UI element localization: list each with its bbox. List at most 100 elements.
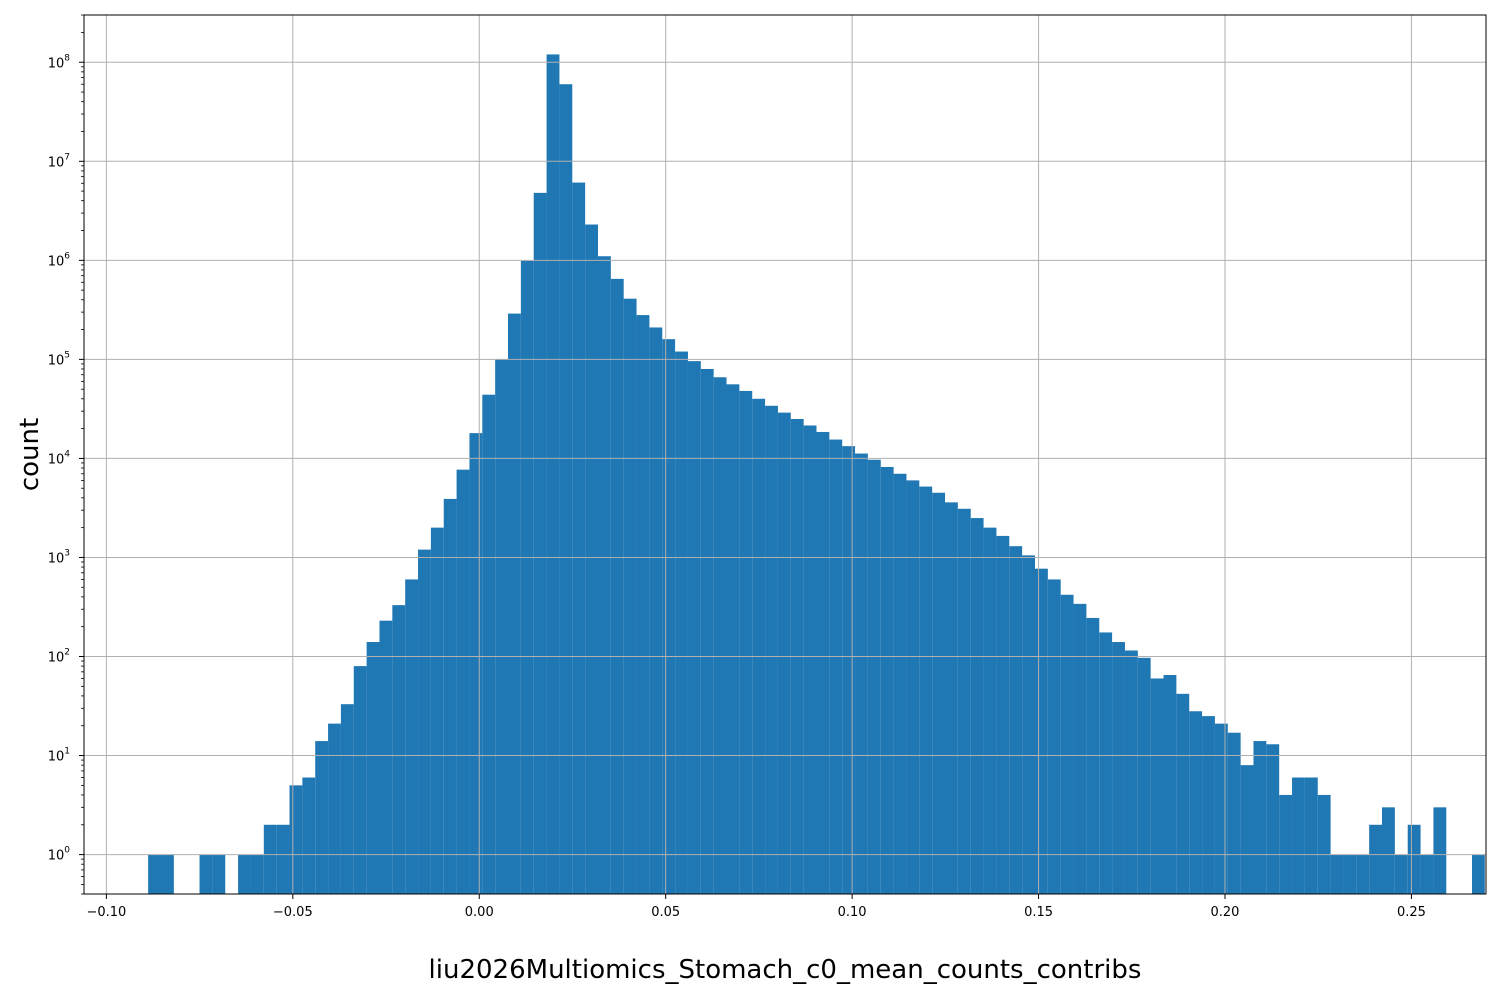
histogram-bar <box>1099 632 1113 894</box>
histogram-bar <box>1240 765 1254 894</box>
histogram-bar <box>199 854 213 894</box>
histogram-bar <box>765 405 778 894</box>
histogram-bar <box>430 527 444 894</box>
histogram-bar <box>1292 777 1305 894</box>
histogram-bar <box>392 605 406 894</box>
x-tick-label: 0.10 <box>838 905 867 920</box>
histogram-bar <box>366 642 380 894</box>
histogram-bar <box>1150 678 1164 894</box>
histogram-bar <box>495 359 509 895</box>
histogram-bar <box>777 412 791 894</box>
histogram-bar <box>996 535 1010 894</box>
histogram-bar <box>1253 741 1267 894</box>
histogram-bar <box>1189 711 1203 894</box>
histogram-bar <box>315 741 329 894</box>
histogram-bar <box>1279 794 1293 894</box>
y-tick-label: 100 <box>48 846 71 864</box>
histogram-bar <box>469 433 483 894</box>
histogram-bar <box>1047 579 1061 894</box>
histogram-bar <box>533 192 547 895</box>
histogram-bar <box>803 425 817 894</box>
histogram-bar <box>238 854 251 894</box>
axis-ticks: −0.10 −0.05 0.00 0.05 0.10 0.15 0.20 0.25 100 101… <box>48 14 1426 920</box>
histogram-bar <box>559 84 573 894</box>
histogram-bar <box>713 377 727 894</box>
histogram-bar <box>867 459 881 894</box>
histogram-bar <box>250 854 264 894</box>
histogram-bar <box>353 666 367 894</box>
histogram-bar <box>816 431 830 894</box>
histogram-bar <box>572 182 586 894</box>
histogram-bar <box>1022 555 1035 894</box>
histogram-bar <box>212 854 226 894</box>
histogram-bar <box>1343 854 1357 894</box>
histogram-bar <box>752 398 766 894</box>
histogram-bar <box>456 469 470 894</box>
histogram-bar <box>546 54 560 895</box>
histogram-bar <box>687 361 701 894</box>
histogram-bar <box>482 394 496 894</box>
histogram-bar <box>328 723 341 894</box>
histogram-bar <box>1382 807 1395 894</box>
histogram-bar <box>379 620 393 894</box>
histogram-bar <box>597 256 611 894</box>
histogram-bar <box>1227 732 1241 894</box>
histogram-bar <box>1073 603 1087 894</box>
histogram-bar <box>1124 650 1138 894</box>
histogram-bar <box>1214 723 1228 894</box>
histogram-bar <box>340 704 354 894</box>
histogram-bar <box>1137 657 1151 894</box>
histogram-bar <box>1009 546 1023 894</box>
y-tick-label: 104 <box>48 449 71 467</box>
histogram-bar <box>1356 854 1370 894</box>
histogram-bar <box>1330 854 1344 894</box>
histogram-bar <box>893 473 907 894</box>
histogram-bar <box>983 527 997 894</box>
histogram-bar <box>418 549 431 894</box>
y-tick-label: 106 <box>48 251 71 269</box>
y-tick-label: 105 <box>48 350 70 368</box>
histogram-bar <box>932 492 946 894</box>
histogram-bar <box>945 502 958 894</box>
histogram-bar <box>263 824 277 894</box>
histogram-bar <box>1163 675 1177 894</box>
histogram-bar <box>405 579 419 894</box>
y-tick-label: 108 <box>48 53 71 71</box>
x-tick-label: 0.05 <box>651 905 680 920</box>
histogram-bar <box>148 854 161 894</box>
x-tick-label: 0.00 <box>465 905 494 920</box>
histogram-bar <box>160 854 174 894</box>
histogram-bar <box>302 777 316 894</box>
x-tick-label: −0.10 <box>86 905 126 920</box>
histogram-bar <box>1407 824 1421 894</box>
histogram-bar <box>970 518 984 894</box>
histogram-bar <box>1420 854 1434 894</box>
histogram-bar <box>1202 716 1215 894</box>
histogram-bar <box>726 384 740 894</box>
histogram-bar <box>919 486 933 894</box>
histogram-bars <box>148 54 1485 895</box>
histogram-bar <box>1317 794 1331 894</box>
x-axis-title: liu2026Multiomics_Stomach_c0_mean_counts… <box>429 955 1142 985</box>
histogram-bar <box>1034 568 1048 894</box>
histogram-bar <box>1304 777 1318 894</box>
grid-lines-overlay <box>84 15 1486 894</box>
y-tick-label: 107 <box>48 152 70 170</box>
histogram-bar <box>585 224 598 894</box>
y-tick-label: 103 <box>48 548 70 566</box>
histogram-bar <box>1176 693 1190 894</box>
histogram-bar <box>636 315 650 895</box>
histogram-bar <box>700 368 714 894</box>
x-tick-label: −0.05 <box>273 905 313 920</box>
histogram-bar <box>880 466 894 894</box>
histogram-bar <box>739 390 753 894</box>
x-tick-label: 0.20 <box>1211 905 1240 920</box>
histogram-bar <box>842 446 856 894</box>
histogram-bar <box>957 508 971 894</box>
histogram-bar <box>1394 854 1408 894</box>
histogram-bar <box>508 313 521 895</box>
histogram-bar <box>289 785 303 894</box>
histogram-bar <box>1060 594 1074 894</box>
histogram-bar <box>829 439 843 894</box>
y-tick-label: 102 <box>48 648 70 666</box>
